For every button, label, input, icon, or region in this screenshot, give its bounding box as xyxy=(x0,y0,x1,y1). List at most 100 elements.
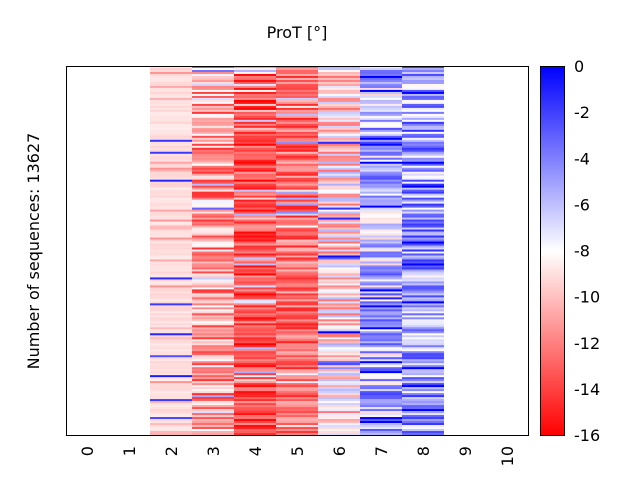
heatmap-cell xyxy=(276,363,318,366)
heatmap-cell xyxy=(234,259,276,262)
heatmap-cell xyxy=(360,393,402,396)
heatmap-cell xyxy=(276,113,318,117)
heatmap-cell xyxy=(150,127,192,131)
heatmap-cell xyxy=(234,333,276,336)
heatmap-cell xyxy=(276,315,318,318)
heatmap-cell xyxy=(276,217,318,220)
heatmap-cell xyxy=(192,361,234,364)
heatmap-cell xyxy=(150,303,192,306)
heatmap-cell xyxy=(318,417,360,420)
heatmap-cell xyxy=(318,191,360,194)
heatmap-cell xyxy=(192,235,234,238)
heatmap-cell xyxy=(402,233,444,236)
heatmap-cell xyxy=(360,139,402,143)
y-axis-label: Number of sequences: 13627 xyxy=(24,133,43,370)
heatmap-cell xyxy=(360,235,402,238)
heatmap-cell xyxy=(318,177,360,180)
heatmap-cell xyxy=(360,123,402,127)
heatmap-cell xyxy=(402,139,444,143)
heatmap-cell xyxy=(192,329,234,332)
x-tick-label: 4 xyxy=(246,446,265,456)
heatmap-cell xyxy=(234,105,276,109)
heatmap-cell xyxy=(360,281,402,284)
heatmap-cell xyxy=(276,203,318,206)
heatmap-cell xyxy=(360,271,402,274)
heatmap-cell xyxy=(402,345,444,348)
heatmap-cell xyxy=(234,141,276,145)
heatmap-cell xyxy=(360,155,402,159)
heatmap-cell xyxy=(234,83,276,87)
heatmap-cell xyxy=(360,353,402,356)
heatmap-cell xyxy=(192,371,234,374)
heatmap-cell xyxy=(234,169,276,173)
heatmap-cell xyxy=(318,125,360,129)
heatmap-cell xyxy=(276,199,318,202)
heatmap-cell xyxy=(192,287,234,290)
heatmap-cell xyxy=(150,415,192,418)
heatmap-cell xyxy=(360,229,402,232)
heatmap-cell xyxy=(318,215,360,218)
heatmap-cell xyxy=(360,371,402,374)
heatmap-cell xyxy=(318,275,360,278)
heatmap-cell xyxy=(150,195,192,198)
heatmap-cell xyxy=(360,173,402,177)
heatmap-cell xyxy=(192,227,234,230)
heatmap-cell xyxy=(402,319,444,322)
heatmap-cell xyxy=(150,125,192,129)
heatmap-cell xyxy=(234,155,276,159)
heatmap-cell xyxy=(150,263,192,266)
heatmap-cell xyxy=(150,155,192,159)
heatmap-cell xyxy=(192,73,234,77)
heatmap-cell xyxy=(150,299,192,302)
heatmap-cell xyxy=(318,247,360,250)
heatmap-cell xyxy=(192,66,234,69)
heatmap-cell xyxy=(402,389,444,392)
heatmap-cell xyxy=(192,279,234,282)
heatmap-cell xyxy=(360,231,402,234)
heatmap-cell xyxy=(150,429,192,432)
heatmap-cell xyxy=(318,235,360,238)
heatmap-cell xyxy=(402,433,444,436)
heatmap-cell xyxy=(234,229,276,232)
heatmap-cell xyxy=(234,325,276,328)
heatmap-cell xyxy=(360,429,402,432)
colorbar-tick-label: 0 xyxy=(574,57,584,76)
heatmap-cell xyxy=(150,333,192,336)
heatmap-cell xyxy=(150,403,192,406)
heatmap-cell xyxy=(234,373,276,376)
heatmap-cell xyxy=(360,427,402,430)
heatmap-cell xyxy=(150,285,192,288)
heatmap-cell xyxy=(192,129,234,133)
heatmap-cell xyxy=(402,221,444,224)
heatmap-cell xyxy=(234,261,276,264)
heatmap-cell xyxy=(276,133,318,137)
heatmap-cell xyxy=(150,209,192,212)
heatmap-cell xyxy=(318,267,360,270)
heatmap-cell xyxy=(360,279,402,282)
heatmap-cell xyxy=(276,141,318,145)
heatmap-cell xyxy=(318,317,360,320)
heatmap-cell xyxy=(360,379,402,382)
heatmap-cell xyxy=(234,423,276,426)
heatmap-cell xyxy=(192,211,234,214)
heatmap-cell xyxy=(192,359,234,362)
heatmap-cell xyxy=(402,169,444,173)
heatmap-cell xyxy=(402,87,444,91)
heatmap-cell xyxy=(150,359,192,362)
heatmap-cell xyxy=(276,295,318,298)
heatmap-cell xyxy=(360,121,402,125)
heatmap-cell xyxy=(402,353,444,356)
heatmap-cell xyxy=(192,429,234,432)
heatmap-cell xyxy=(402,269,444,272)
heatmap-cell xyxy=(318,225,360,228)
heatmap-cell xyxy=(318,207,360,210)
heatmap-cell xyxy=(234,119,276,123)
heatmap-cell xyxy=(360,433,402,436)
heatmap-cell xyxy=(150,433,192,436)
heatmap-cell xyxy=(192,353,234,356)
heatmap-cell xyxy=(192,85,234,89)
heatmap-cell xyxy=(276,87,318,91)
heatmap-cell xyxy=(234,167,276,171)
heatmap-cell xyxy=(276,179,318,182)
heatmap-cell xyxy=(192,125,234,129)
